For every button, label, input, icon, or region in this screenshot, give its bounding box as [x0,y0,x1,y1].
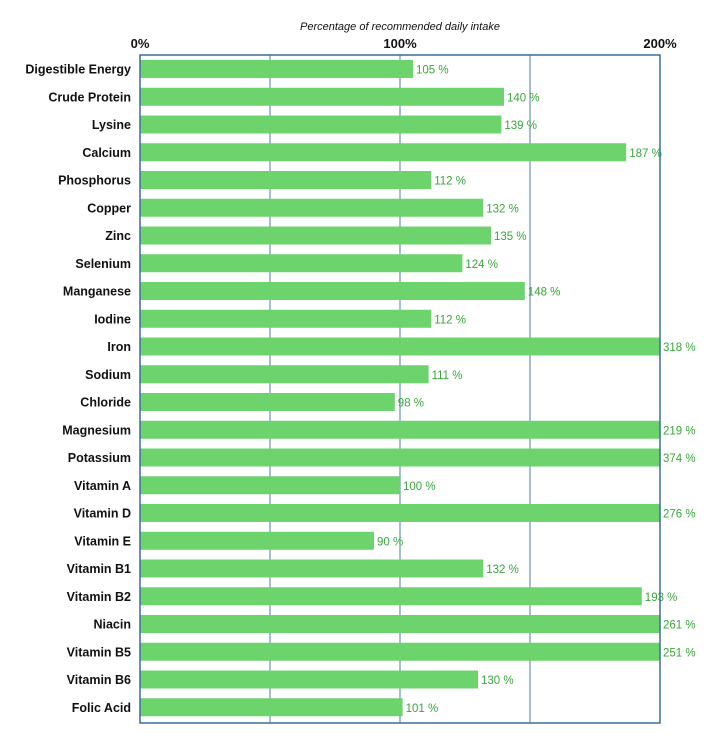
bar [140,670,478,689]
bar [140,476,400,495]
bar [140,365,429,384]
category-label: Vitamin B2 [67,590,131,604]
value-label: 276 % [663,509,696,521]
bar [140,531,374,550]
bar [140,615,660,633]
plot-frame [139,54,661,724]
value-labels: 105 % 140 % 139 % 187 % 112 % 132 % 135 % 124 %… [377,65,696,715]
category-labels: Digestible Energy Crude Protein Lysine Calc… [25,63,131,715]
tick-label: 0% [131,36,150,51]
category-label: Lysine [92,118,131,132]
bar [140,393,395,411]
value-label: 251 % [663,647,696,659]
category-label: Copper [87,201,131,215]
bar [140,559,484,578]
value-label: 105 % [416,65,449,77]
bar [140,587,642,606]
category-label: Magnesium [62,423,131,437]
category-label: Folic Acid [72,701,131,715]
value-label: 90 % [377,536,403,548]
bar [140,309,432,328]
bar [140,254,463,273]
value-label: 374 % [663,453,696,465]
value-label: 139 % [504,120,537,132]
category-label: Calcium [82,146,131,160]
category-label: Sodium [85,368,131,382]
bar [140,337,660,356]
value-label: 135 % [494,231,527,243]
value-label: 140 % [507,92,540,104]
bar [140,198,484,217]
value-label: 193 % [645,592,678,604]
bar [140,642,660,661]
value-label: 132 % [486,203,519,215]
category-label: Selenium [75,257,131,271]
gridlines [269,55,531,723]
value-label: 261 % [663,620,696,632]
bar [140,143,627,162]
tick-label: 200% [643,36,677,51]
category-label: Vitamin A [74,479,131,493]
bar [140,226,491,245]
category-label: Vitamin B5 [67,645,131,659]
value-label: 98 % [398,398,424,410]
category-label: Phosphorus [58,174,131,188]
category-label: Crude Protein [48,90,131,104]
value-label: 187 % [629,148,662,160]
bar [140,282,525,300]
value-label: 100 % [403,481,436,493]
bar [140,698,403,717]
category-label: Niacin [93,618,131,632]
category-label: Manganese [63,285,131,299]
bar [140,420,660,439]
value-label: 124 % [465,259,498,271]
category-label: Iodine [94,312,131,326]
value-label: 148 % [528,287,561,299]
category-label: Vitamin B1 [67,562,131,576]
value-label: 112 % [434,314,466,326]
tick-label: 100% [383,36,417,51]
value-label: 318 % [663,342,696,354]
category-label: Vitamin E [74,534,131,548]
category-label: Potassium [68,451,131,465]
bar [140,115,502,134]
bar [140,504,660,522]
value-label: 101 % [406,703,439,715]
bar [140,60,413,78]
value-label: 130 % [481,675,514,687]
category-label: Vitamin B6 [67,673,131,687]
category-label: Digestible Energy [25,63,131,77]
bar [140,87,504,106]
value-label: 112 % [434,176,466,188]
value-label: 219 % [663,425,696,437]
category-label: Iron [107,340,131,354]
category-label: Vitamin D [74,507,131,521]
bar [140,448,660,467]
category-label: Zinc [105,229,131,243]
x-axis-title: Percentage of recommended daily intake [300,21,500,33]
x-axis-ticks: 0% 100% 200% [131,36,677,51]
bars [140,60,660,717]
value-label: 132 % [486,564,519,576]
value-label: 111 % [432,370,463,382]
bar [140,171,432,189]
category-label: Chloride [80,396,131,410]
